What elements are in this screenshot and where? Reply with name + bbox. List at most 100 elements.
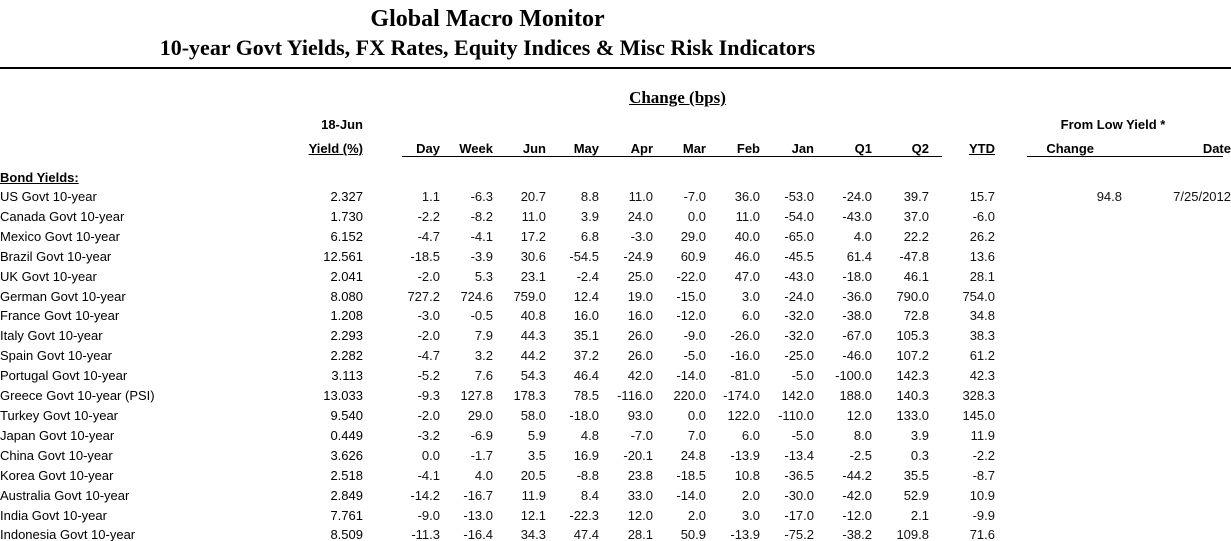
table-row: Greece Govt 10-year (PSI) 13.033 -9.3 127.8… [0, 386, 1231, 406]
change-cell-jan: -30.0 [784, 487, 814, 503]
change-cell-jun: 11.0 [521, 208, 546, 224]
change-cell-q2: 72.8 [903, 308, 929, 324]
change-cell-q1: -18.0 [842, 268, 872, 284]
empty-cell [363, 167, 440, 187]
change-cell-jun: 44.3 [520, 328, 546, 344]
change-cell-apr: 11.0 [628, 189, 653, 204]
from-low-yield-group-header: From Low Yield * [1060, 117, 1166, 132]
change-cell-may: 6.8 [580, 228, 599, 244]
change-cell-q2: 0.3 [910, 447, 929, 463]
page-title: Global Macro Monitor [370, 6, 605, 32]
yield-cell: 2.282 [330, 348, 363, 364]
change-cell-feb: -81.0 [730, 368, 760, 384]
from-low-date-cell [1122, 346, 1231, 366]
change-cell-may: 37.2 [573, 348, 599, 364]
from-low-change-cell [995, 306, 1122, 326]
change-cell-feb: 6.0 [741, 308, 760, 324]
row-label: France Govt 10-year [0, 308, 120, 324]
change-cell-apr: -7.0 [630, 427, 653, 443]
change-cell-mar: -14.0 [676, 368, 706, 384]
change-cell-q2: 2.1 [910, 507, 929, 523]
yield-cell: 2.518 [330, 467, 363, 483]
from-low-date-cell [1122, 506, 1231, 526]
change-cell-week: 7.9 [474, 328, 493, 344]
change-cell-week: -6.3 [470, 189, 493, 204]
change-cell-jun: 40.8 [520, 308, 546, 324]
yield-cell: 2.327 [330, 189, 363, 204]
column-header-from-low-change: Change [1046, 141, 1094, 156]
change-columns-underline [402, 156, 942, 157]
title-divider [0, 67, 1231, 69]
change-cell-apr: 24.0 [627, 208, 653, 224]
row-label: Greece Govt 10-year (PSI) [0, 388, 155, 404]
change-cell-may: 16.9 [573, 447, 599, 463]
change-cell-week: -8.2 [470, 208, 493, 224]
change-cell-feb: -26.0 [730, 328, 760, 344]
change-cell-feb: 3.0 [741, 507, 760, 523]
change-cell-q2: 52.9 [903, 487, 929, 503]
from-low-change-cell [995, 406, 1122, 426]
change-cell-day: -9.0 [417, 507, 440, 523]
change-cell-day: -4.1 [417, 467, 440, 483]
yield-cell: 12.561 [323, 248, 363, 264]
change-cell-day: -14.2 [410, 487, 440, 503]
from-low-change-cell [995, 207, 1122, 227]
table-row: Japan Govt 10-year 0.449 -3.2 -6.9 5.9 4.8 -7.… [0, 426, 1231, 446]
row-label: US Govt 10-year [0, 189, 97, 204]
change-cell-q1: 61.4 [846, 248, 872, 264]
change-cell-week: 29.0 [467, 407, 493, 423]
change-cell-mar: 24.8 [680, 447, 706, 463]
change-cell-ytd: 42.3 [969, 368, 995, 384]
from-low-change-cell [995, 426, 1122, 446]
table-row: Canada Govt 10-year 1.730 -2.2 -8.2 11.0 3.9 2… [0, 207, 1231, 227]
change-cell-ytd: 34.8 [969, 308, 995, 324]
change-cell-mar: -18.5 [676, 467, 706, 483]
column-header-mar: Mar [682, 141, 706, 156]
change-cell-jan: -13.4 [784, 447, 814, 463]
column-header-jun: Jun [522, 141, 546, 156]
change-cell-mar: 29.0 [680, 228, 706, 244]
empty-cell [995, 167, 1122, 187]
yield-cell: 3.626 [330, 447, 363, 463]
change-cell-jun: 12.1 [520, 507, 546, 523]
change-cell-mar: 0.0 [687, 208, 706, 224]
table-row: Brazil Govt 10-year 12.561 -18.5 -3.9 30.6 -5… [0, 247, 1231, 267]
change-cell-q1: -38.0 [842, 308, 872, 324]
change-cell-feb: 36.0 [734, 189, 760, 204]
from-low-date-cell [1122, 406, 1231, 426]
empty-cell [288, 167, 363, 187]
change-cell-mar: 0.0 [687, 407, 706, 423]
change-cell-feb: 122.0 [727, 407, 760, 423]
change-cell-q2: 35.5 [903, 467, 929, 483]
from-low-change-cell [995, 466, 1122, 486]
empty-cell [440, 167, 493, 187]
row-label: Brazil Govt 10-year [0, 248, 112, 264]
yield-cell: 6.152 [330, 228, 363, 244]
change-cell-apr: 26.0 [627, 328, 653, 344]
from-low-change-cell [995, 247, 1122, 267]
change-cell-jun: 34.3 [520, 527, 546, 541]
change-cell-mar: 220.0 [673, 388, 706, 404]
change-bps-group-header: Change (bps) [629, 88, 726, 107]
change-cell-day: -3.2 [417, 427, 440, 443]
change-cell-apr: 26.0 [627, 348, 653, 364]
change-cell-jun: 54.3 [520, 368, 546, 384]
change-cell-may: 47.4 [573, 527, 599, 541]
change-cell-jan: -32.0 [784, 328, 814, 344]
from-low-date-cell [1122, 287, 1231, 307]
section-label: Bond Yields: [0, 167, 288, 187]
change-cell-day: -9.3 [417, 388, 440, 404]
from-low-date-cell [1122, 486, 1231, 506]
row-label: Mexico Govt 10-year [0, 228, 120, 244]
change-cell-ytd: -2.2 [972, 447, 995, 463]
row-label: Italy Govt 10-year [0, 328, 103, 344]
change-cell-feb: -13.9 [730, 447, 760, 463]
change-cell-ytd: 13.6 [969, 248, 995, 264]
from-low-date-cell [1122, 525, 1231, 541]
row-label: German Govt 10-year [0, 288, 126, 304]
change-cell-q1: -36.0 [842, 288, 872, 304]
change-cell-apr: -20.1 [623, 447, 653, 463]
change-cell-day: -2.0 [417, 268, 440, 284]
change-cell-q1: -24.0 [842, 189, 872, 204]
change-cell-jan: -5.0 [791, 368, 814, 384]
